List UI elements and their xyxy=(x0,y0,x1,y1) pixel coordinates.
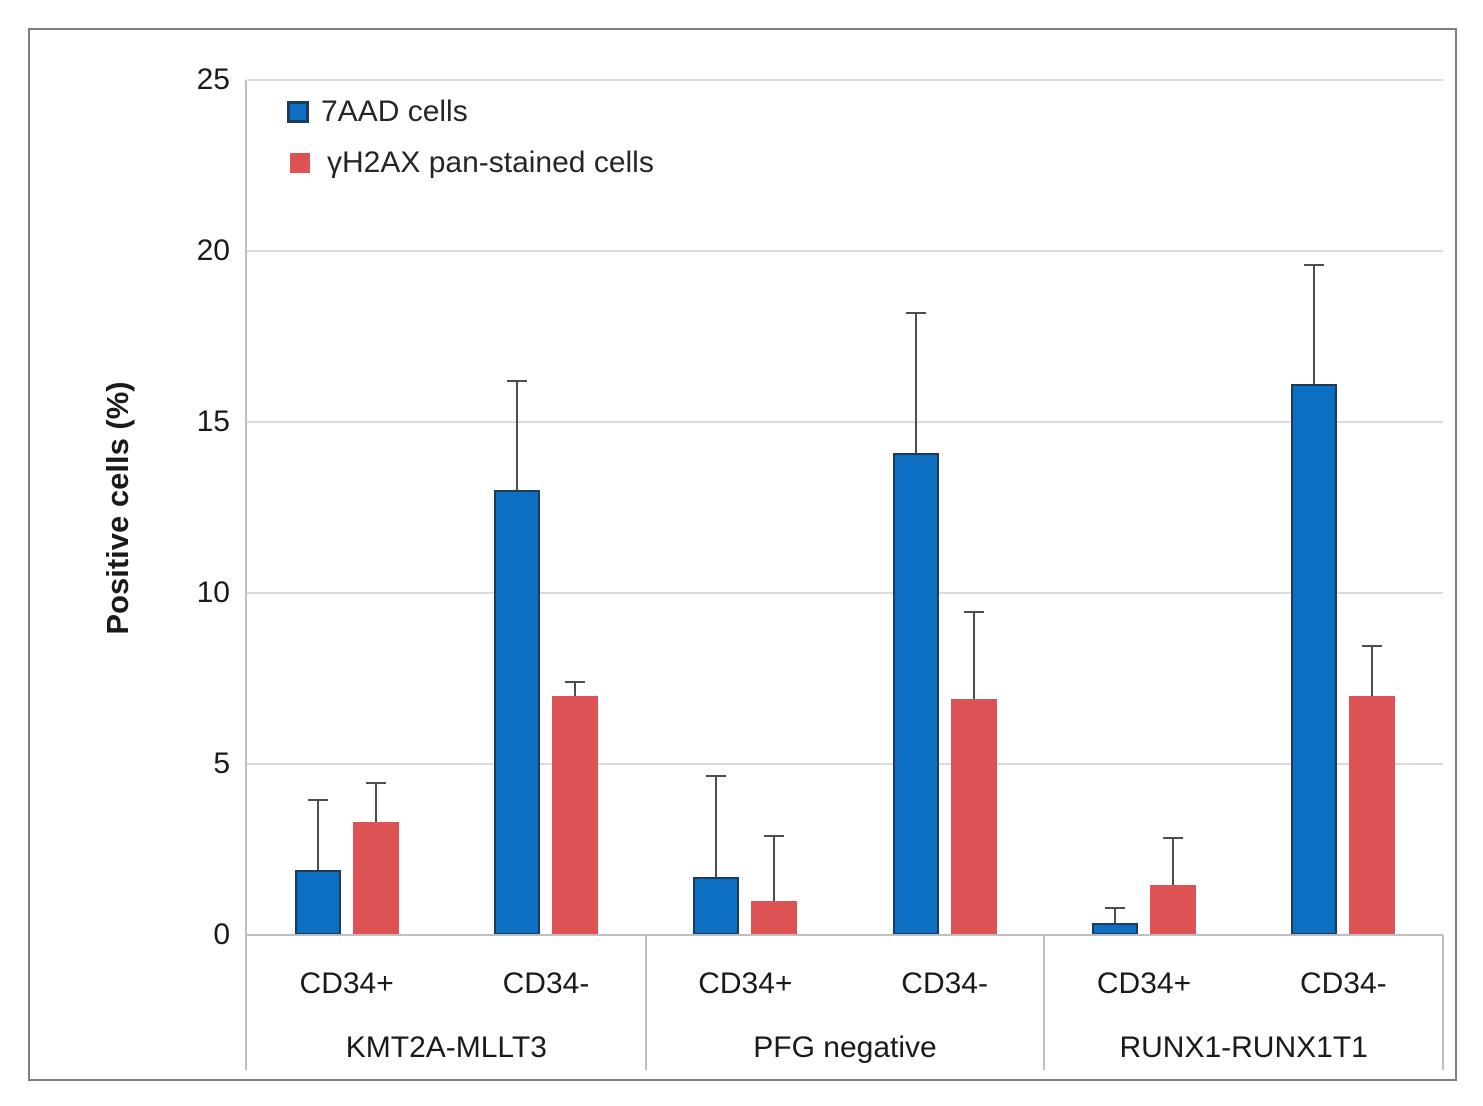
legend-swatch-yh2ax-cells xyxy=(290,153,310,173)
group-label: PFG negative xyxy=(753,1031,937,1064)
error-bar-cap xyxy=(905,311,926,314)
error-bar-cap xyxy=(963,610,984,613)
error-bar-line xyxy=(773,835,776,901)
category-label: CD34+ xyxy=(698,967,793,1000)
error-bar-line xyxy=(715,775,718,877)
group-label: KMT2A-MLLT3 xyxy=(345,1031,547,1064)
category-label: CD34- xyxy=(1299,967,1387,1000)
legend: 7AAD cells γH2AX pan-stained cells xyxy=(287,93,654,195)
y-tick-label: 5 xyxy=(213,747,230,780)
bar-yh2ax-cells xyxy=(552,695,598,935)
error-bar-cap xyxy=(1163,836,1183,839)
y-tick-label: 20 xyxy=(196,234,230,267)
gridline xyxy=(247,763,1443,765)
category-label: CD34- xyxy=(502,967,590,1000)
bar-7aad-cells xyxy=(693,876,740,935)
gridline xyxy=(247,79,1443,81)
bar-7aad-cells xyxy=(494,490,540,935)
legend-item-yh2ax: γH2AX pan-stained cells xyxy=(287,144,654,182)
group-divider xyxy=(1442,935,1444,1070)
bar-yh2ax-cells xyxy=(950,699,997,935)
error-bar-line xyxy=(972,611,975,699)
legend-label-yh2ax-cells: γH2AX pan-stained cells xyxy=(327,146,654,179)
group-divider xyxy=(1043,935,1046,1070)
error-bar-cap xyxy=(706,774,727,777)
bar-7aad-cells xyxy=(294,870,341,935)
error-bar-line xyxy=(1114,907,1116,923)
error-bar-line xyxy=(574,681,576,696)
error-bar-line xyxy=(1172,837,1174,886)
category-label: CD34+ xyxy=(299,967,394,1000)
bar-yh2ax-cells xyxy=(1349,695,1396,935)
error-bar-cap xyxy=(507,379,527,382)
error-bar-line xyxy=(914,312,917,453)
y-tick-label: 25 xyxy=(196,63,230,96)
figure-border xyxy=(28,28,1457,1081)
category-label: CD34- xyxy=(901,967,988,1000)
error-bar-cap xyxy=(1105,906,1125,909)
group-divider xyxy=(644,935,647,1070)
error-bar-line xyxy=(516,380,518,491)
error-bar-line xyxy=(316,799,319,871)
x-axis-line xyxy=(247,934,1443,936)
legend-label-7aad-cells: 7AAD cells xyxy=(321,95,468,128)
bar-yh2ax-cells xyxy=(751,900,798,935)
y-tick-label: 0 xyxy=(213,918,230,951)
error-bar-line xyxy=(374,782,377,823)
error-bar-cap xyxy=(365,781,386,784)
legend-item-7aad: 7AAD cells xyxy=(287,93,654,131)
bar-7aad-cells xyxy=(1092,923,1138,935)
category-label: CD34+ xyxy=(1096,967,1192,1000)
error-bar-cap xyxy=(1362,645,1383,647)
error-bar-cap xyxy=(1304,263,1325,266)
group-label: RUNX1-RUNX1T1 xyxy=(1119,1031,1368,1064)
y-tick-label: 10 xyxy=(196,576,230,609)
y-tick-label: 15 xyxy=(196,405,230,438)
error-bar-cap xyxy=(565,680,585,683)
bar-7aad-cells xyxy=(1291,384,1338,935)
error-bar-line xyxy=(1371,646,1374,696)
error-bar-line xyxy=(1313,264,1316,385)
error-bar-cap xyxy=(307,798,328,801)
legend-swatch-7aad-cells xyxy=(287,101,309,123)
bar-yh2ax-cells xyxy=(352,822,399,935)
bar-yh2ax-cells xyxy=(1150,885,1196,935)
y-axis-line xyxy=(245,80,247,1070)
error-bar-cap xyxy=(764,834,785,837)
bar-7aad-cells xyxy=(892,452,939,935)
gridline xyxy=(247,592,1443,594)
gridline xyxy=(247,250,1443,252)
gridline xyxy=(247,421,1443,423)
